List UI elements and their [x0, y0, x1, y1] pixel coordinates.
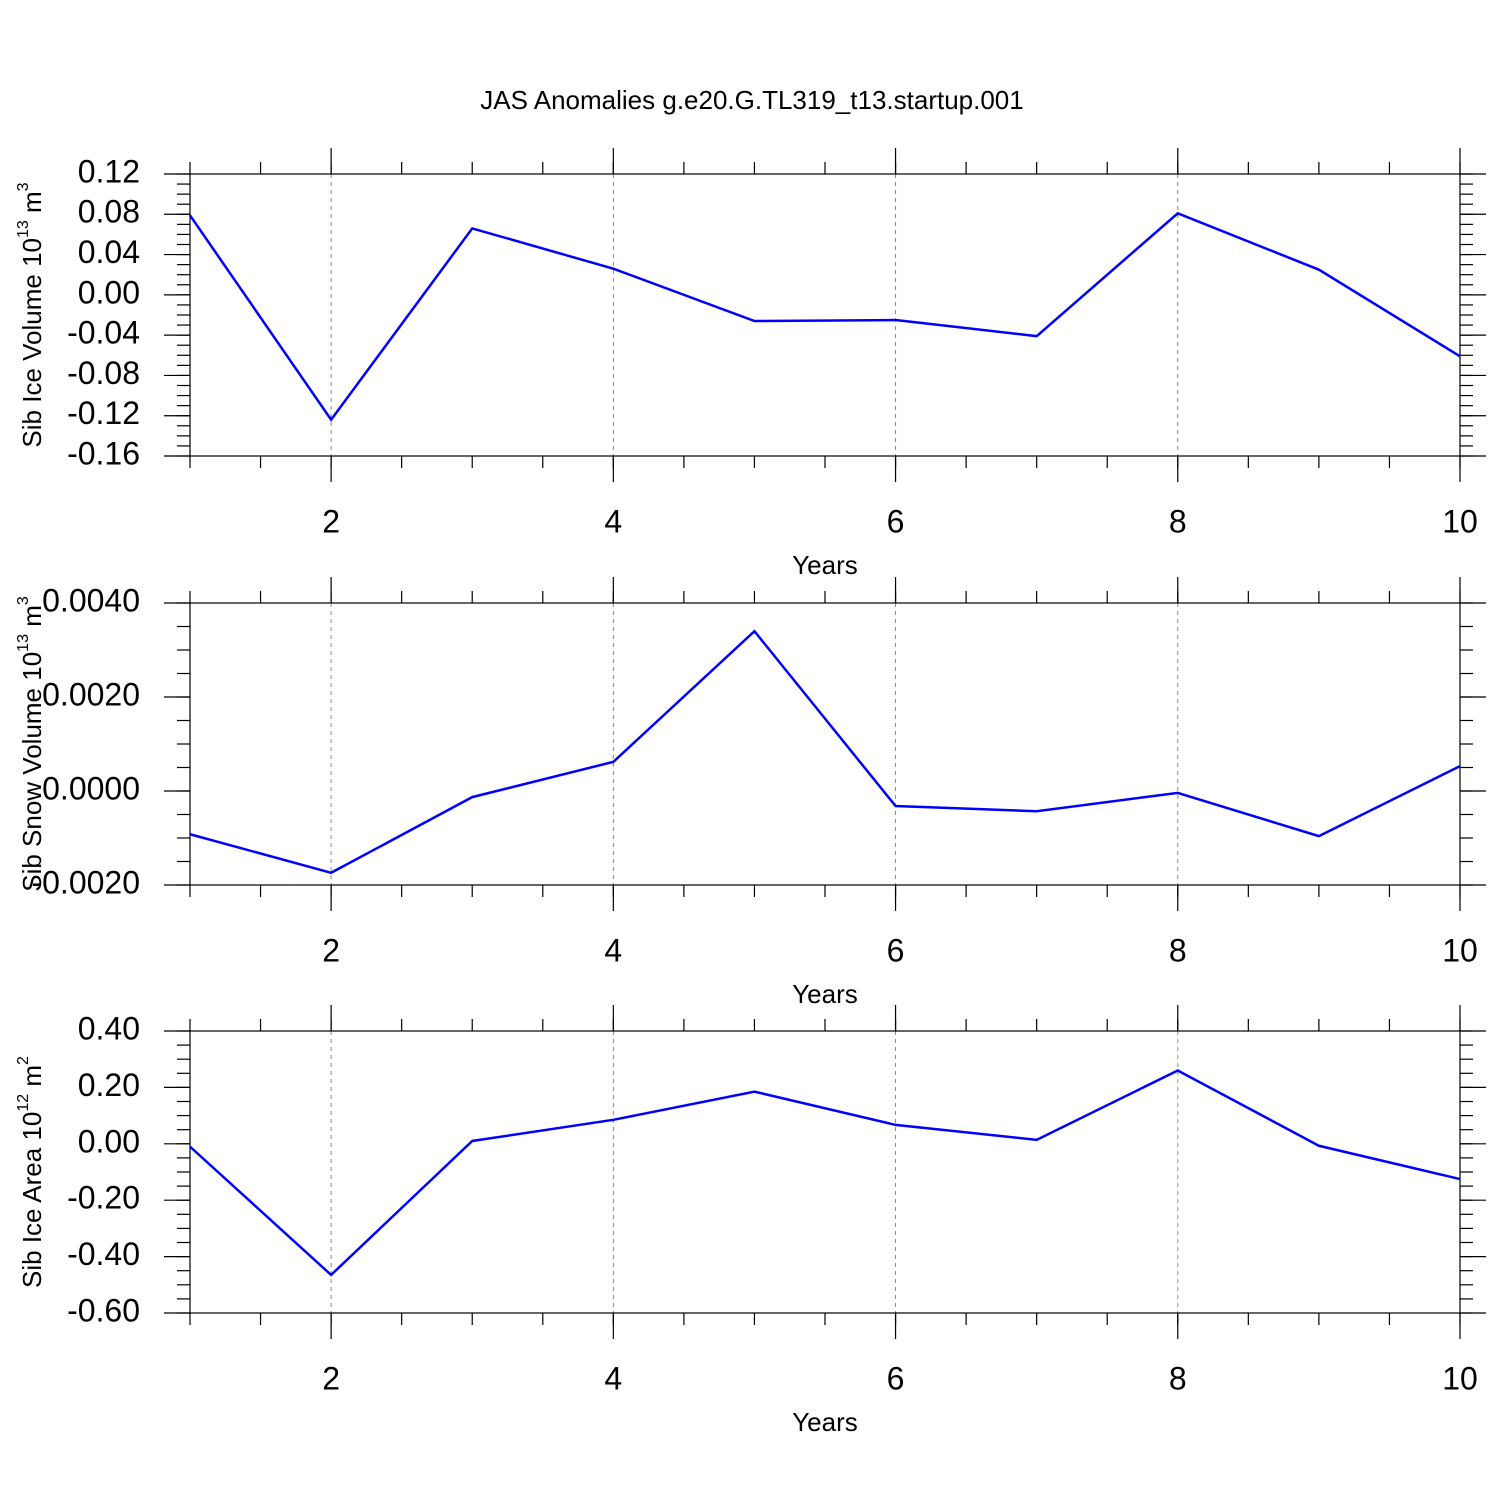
y-axis-label-part: m — [17, 191, 47, 220]
x-tick-label: 4 — [604, 503, 622, 539]
x-tick-label: 6 — [887, 1360, 905, 1396]
y-axis-label-exponent: 13 — [15, 634, 32, 652]
y-tick-label: 0.04 — [78, 234, 140, 270]
plot-frame — [189, 173, 1461, 457]
data-line — [188, 211, 1461, 422]
y-tick-label: 0.0000 — [42, 770, 140, 806]
y-axis-label: Sib Ice Volume 1013 m3 — [15, 182, 47, 447]
data-line — [189, 1069, 1461, 1277]
y-tick-label: -0.12 — [67, 395, 140, 431]
x-tick-label: 8 — [1169, 503, 1187, 539]
y-tick-label: 0.40 — [78, 1010, 140, 1046]
y-tick-label: 0.0020 — [42, 676, 140, 712]
y-tick-label: 0.08 — [78, 194, 140, 230]
y-axis-label-exponent: 12 — [15, 1094, 32, 1112]
y-axis-label-exponent: 3 — [15, 182, 32, 191]
y-tick-label: 0.20 — [78, 1067, 140, 1103]
y-axis-label-part: Sib Ice Area 10 — [17, 1112, 47, 1288]
x-tick-label: 10 — [1442, 503, 1478, 539]
x-tick-label: 10 — [1442, 1360, 1478, 1396]
y-tick-label: -0.0020 — [31, 864, 140, 900]
x-axis-label: Years — [792, 1407, 858, 1437]
y-tick-label: -0.08 — [67, 355, 140, 391]
y-tick-label: -0.20 — [67, 1180, 140, 1216]
y-axis-label-part: Sib Snow Volume 10 — [17, 652, 47, 892]
y-axis-label-exponent: 3 — [15, 596, 32, 605]
y-tick-label: -0.60 — [67, 1292, 140, 1328]
y-tick-label: 0.12 — [78, 153, 140, 189]
y-tick-label: -0.04 — [67, 315, 140, 351]
x-tick-label: 2 — [322, 1360, 340, 1396]
y-tick-label: -0.16 — [67, 435, 140, 471]
y-tick-label: 0.0040 — [42, 582, 140, 618]
y-axis-label: Sib Snow Volume 1013 m3 — [15, 596, 47, 892]
y-tick-label: 0.00 — [78, 274, 140, 310]
x-tick-label: 8 — [1169, 1360, 1187, 1396]
x-tick-label: 2 — [322, 932, 340, 968]
data-line — [189, 629, 1461, 875]
figure-title: JAS Anomalies g.e20.G.TL319_t13.startup.… — [480, 85, 1023, 115]
x-tick-label: 6 — [887, 503, 905, 539]
x-tick-label: 4 — [604, 1360, 622, 1396]
y-axis-label-part: m — [17, 605, 47, 634]
y-axis-label-exponent: 2 — [15, 1056, 32, 1065]
x-tick-label: 6 — [887, 932, 905, 968]
x-tick-label: 10 — [1442, 932, 1478, 968]
x-axis-label: Years — [792, 979, 858, 1009]
y-axis-label: Sib Ice Area 1012 m2 — [15, 1056, 47, 1288]
y-tick-label: 0.00 — [78, 1123, 140, 1159]
y-axis-label-part: m — [17, 1065, 47, 1094]
plot-frame — [189, 602, 1461, 886]
x-axis-label: Years — [792, 550, 858, 580]
y-tick-label: -0.40 — [67, 1236, 140, 1272]
y-axis-label-part: Sib Ice Volume 10 — [17, 238, 47, 448]
x-tick-label: 8 — [1169, 932, 1187, 968]
y-axis-label-exponent: 13 — [15, 220, 32, 238]
x-tick-label: 4 — [604, 932, 622, 968]
x-tick-label: 2 — [322, 503, 340, 539]
plot-frame — [189, 1030, 1461, 1314]
